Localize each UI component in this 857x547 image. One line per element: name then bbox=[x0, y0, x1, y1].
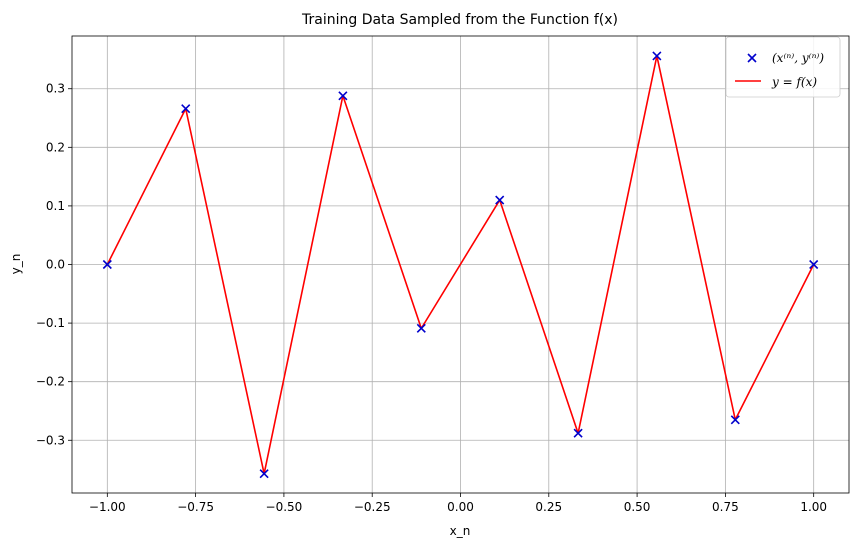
legend: (x⁽ⁿ⁾, y⁽ⁿ⁾) y = f(x) bbox=[725, 36, 841, 98]
scatter-point bbox=[259, 469, 269, 479]
x-tick-label: −1.00 bbox=[89, 500, 126, 514]
y-tick-label: −0.3 bbox=[36, 433, 65, 447]
legend-marker-scatter bbox=[747, 53, 757, 63]
y-axis-label: y_n bbox=[9, 254, 23, 275]
x-tick-label: 0.00 bbox=[447, 500, 474, 514]
series-line-f-x bbox=[106, 55, 815, 475]
y-tick-label: −0.2 bbox=[36, 375, 65, 389]
y-ticks: −0.3 −0.2 −0.1 0.0 0.1 0.2 0.3 bbox=[36, 82, 72, 447]
scatter-point bbox=[573, 428, 583, 438]
scatter-point bbox=[495, 195, 505, 205]
legend-frame bbox=[725, 36, 841, 98]
scatter-point bbox=[102, 259, 112, 270]
scatter-point bbox=[338, 91, 348, 101]
y-tick-label: 0.2 bbox=[46, 140, 65, 154]
scatter-point bbox=[652, 51, 662, 61]
legend-label-line: y = f(x) bbox=[771, 75, 817, 89]
x-tick-label: 0.25 bbox=[535, 500, 562, 514]
scatter-point bbox=[416, 323, 426, 333]
x-tick-label: 0.50 bbox=[624, 500, 651, 514]
x-tick-label: −0.50 bbox=[266, 500, 303, 514]
scatter-point bbox=[730, 415, 740, 425]
legend-label-scatter: (x⁽ⁿ⁾, y⁽ⁿ⁾) bbox=[772, 51, 824, 65]
x-ticks: −1.00 −0.75 −0.50 −0.25 0.00 0.25 0.50 0.75 1.00 bbox=[89, 493, 827, 514]
grid bbox=[72, 36, 849, 493]
y-tick-label: 0.3 bbox=[46, 82, 65, 96]
y-tick-label: 0.1 bbox=[46, 199, 65, 213]
x-tick-label: 0.75 bbox=[712, 500, 739, 514]
scatter-point bbox=[809, 259, 819, 270]
x-tick-label: −0.75 bbox=[177, 500, 214, 514]
x-axis-label: x_n bbox=[450, 524, 471, 538]
series-layer bbox=[102, 51, 819, 479]
y-tick-label: −0.1 bbox=[36, 316, 65, 330]
x-tick-label: −0.25 bbox=[354, 500, 391, 514]
x-tick-label: 1.00 bbox=[800, 500, 827, 514]
scatter-point bbox=[181, 104, 191, 114]
chart-title: Training Data Sampled from the Function … bbox=[301, 12, 618, 28]
y-tick-label: 0.0 bbox=[46, 258, 65, 272]
